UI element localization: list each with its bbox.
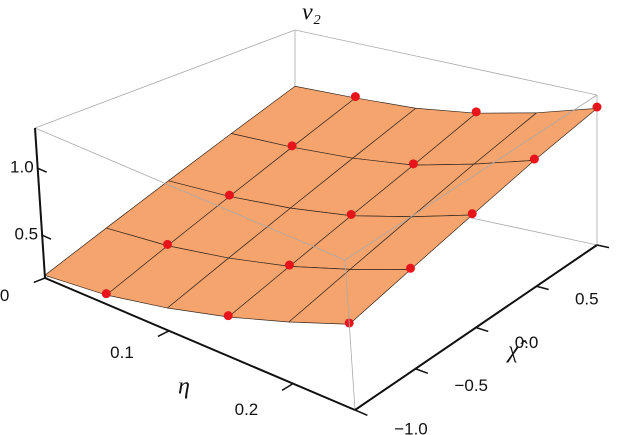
- y-tick: [596, 244, 610, 249]
- data-point: [346, 209, 356, 219]
- box-edge: [294, 29, 598, 96]
- z-tick: [41, 234, 52, 240]
- data-point: [592, 102, 602, 112]
- z-tick: [37, 167, 47, 173]
- y-tick: [354, 409, 368, 416]
- z-axis: [34, 127, 46, 279]
- y-tick-label: 0.0: [515, 333, 539, 352]
- y-tick: [475, 326, 489, 333]
- data-point: [287, 141, 297, 151]
- y-tick-label: −1.0: [394, 419, 428, 435]
- y-tick-label: 0.5: [575, 290, 599, 309]
- y-tick: [536, 285, 549, 291]
- x-axis: [44, 277, 356, 411]
- z-axis-label: v₂: [302, 0, 321, 26]
- x-tick: [33, 277, 46, 284]
- x-tick-label: 0.1: [110, 343, 134, 362]
- box-edge: [344, 259, 356, 411]
- data-point: [467, 209, 477, 219]
- data-point: [408, 159, 418, 169]
- data-point: [162, 239, 172, 249]
- x-tick-label: 0.0: [0, 286, 9, 305]
- data-point: [350, 92, 360, 102]
- x-tick-label: 0.2: [235, 400, 259, 419]
- data-point: [284, 260, 294, 270]
- data-point: [101, 289, 111, 299]
- x-axis-label: η: [178, 374, 190, 400]
- y-tick-label: −0.5: [454, 376, 488, 395]
- z-tick-label: 1.0: [10, 158, 34, 177]
- box-edge: [34, 29, 296, 129]
- z-tick-label: 0.5: [15, 225, 39, 244]
- box-edge: [344, 94, 598, 261]
- data-point: [405, 263, 415, 273]
- y-tick: [415, 368, 429, 375]
- box-edge: [34, 127, 346, 261]
- data-point: [471, 107, 481, 117]
- data-point: [529, 154, 539, 164]
- data-point: [224, 190, 234, 200]
- x-tick: [157, 330, 170, 338]
- data-point: [223, 311, 233, 321]
- x-tick: [281, 382, 294, 392]
